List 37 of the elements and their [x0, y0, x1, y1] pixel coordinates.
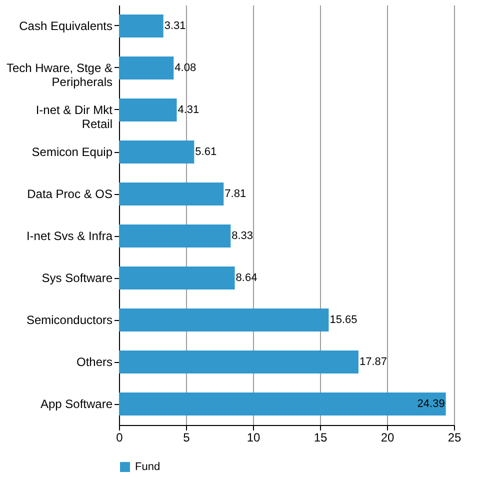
- data-label: 8.33: [232, 230, 254, 242]
- x-tick-label: 10: [246, 430, 260, 444]
- x-tick-label: 25: [448, 430, 462, 444]
- legend-label: Fund: [135, 461, 160, 473]
- x-tick-label: 0: [116, 430, 124, 444]
- bar: [119, 14, 164, 38]
- y-tick-label: Sys Software: [42, 271, 113, 285]
- data-label: 5.61: [195, 146, 217, 158]
- data-label: 4.08: [174, 62, 196, 74]
- x-tick-label: 20: [380, 430, 394, 444]
- bar: [119, 98, 177, 122]
- bar: [119, 308, 329, 332]
- y-tick-label: I-net Svs & Infra: [26, 229, 113, 243]
- y-tick-label: App Software: [40, 397, 113, 411]
- data-label: 15.65: [330, 314, 358, 326]
- bar: [119, 266, 235, 290]
- x-tick-label: 15: [314, 430, 328, 444]
- data-label: 24.39: [417, 398, 445, 410]
- data-label: 17.87: [359, 356, 387, 368]
- data-label: 7.81: [224, 188, 246, 200]
- y-tick-label: Cash Equivalents: [19, 19, 112, 33]
- x-tick-label: 5: [183, 430, 190, 444]
- bar: [119, 56, 174, 80]
- bar: [119, 350, 358, 374]
- bar: [119, 224, 231, 248]
- y-tick-label: Tech Hware, Stge & Peripherals: [6, 61, 112, 89]
- bar: [119, 392, 446, 416]
- y-tick-label: Semicon Equip: [32, 145, 113, 159]
- data-label: 4.31: [178, 104, 200, 116]
- data-label: 3.31: [164, 20, 186, 32]
- bar: [119, 140, 194, 164]
- data-label: 8.64: [236, 272, 258, 284]
- bar: [119, 182, 224, 206]
- y-tick-label: Others: [76, 355, 112, 369]
- y-tick-label: Data Proc & OS: [27, 187, 112, 201]
- y-tick-label: I-net & Dir Mkt Retail: [36, 103, 114, 131]
- y-tick-label: Semiconductors: [26, 313, 112, 327]
